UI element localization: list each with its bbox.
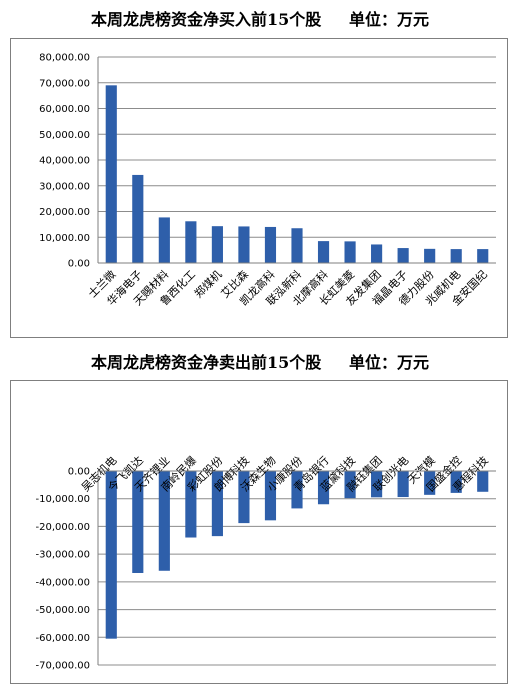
bar [397,248,409,263]
bar [264,471,277,521]
chart-net-sell-plot: 0.00 -10,000.00 -20,000.00 -30,000.00 -40,00… [35,453,496,672]
bar [317,471,330,505]
category-label: 郑煤机 [191,267,224,300]
bar [211,226,223,263]
bar [105,85,117,263]
bar [424,248,436,263]
y-tick-label: -50,000.00 [35,605,90,616]
bar [105,471,117,639]
y-tick-label: 80,000.00 [39,53,90,64]
y-tick-label: 40,000.00 [39,156,90,167]
bar [424,471,436,495]
y-tick-label: 0.00 [68,259,90,270]
y-tick-label: 0.00 [68,467,90,478]
bar [185,471,197,538]
bar [344,241,356,263]
bar [477,249,489,263]
y-tick-label: -70,000.00 [35,661,90,672]
chart-net-sell: 0.00 -10,000.00 -20,000.00 -30,000.00 -40,00… [10,380,508,684]
y-tick-label: 50,000.00 [39,130,90,141]
bar [211,471,223,537]
y-tick-label: -10,000.00 [35,494,90,505]
bar [477,471,489,492]
y-tick-label: 20,000.00 [39,207,90,218]
bar [264,226,277,263]
bar [238,226,250,263]
bar [371,244,383,263]
y-tick-label: -20,000.00 [35,522,90,533]
bar [397,471,409,498]
bar [158,471,170,571]
bar [132,174,144,263]
y-tick-label: -60,000.00 [35,633,90,644]
chart-net-buy-plot: 0.00 10,000.00 20,000.00 30,000.00 40,000.00… [39,53,496,308]
bar [344,471,356,499]
bar [238,471,250,524]
bar [291,228,303,263]
chart-title-net-buy: 本周龙虎榜资金净买入前15个股 单位：万元 [90,10,430,29]
bar [450,471,462,493]
bar [371,471,383,498]
y-tick-label: -30,000.00 [35,550,90,561]
bar [185,221,197,263]
y-tick-label: 70,000.00 [39,78,90,89]
y-tick-label: -40,000.00 [35,577,90,588]
bar [317,241,330,263]
bar [450,249,462,263]
y-tick-label: 30,000.00 [39,181,90,192]
bar [158,217,170,263]
chart-net-buy: 0.00 10,000.00 20,000.00 30,000.00 40,000.00… [10,38,508,338]
chart-title-net-sell: 本周龙虎榜资金净卖出前15个股 单位：万元 [90,353,430,372]
y-tick-label: 60,000.00 [39,104,90,115]
bar [132,471,144,573]
y-tick-label: 10,000.00 [39,233,90,244]
bar [291,471,303,509]
